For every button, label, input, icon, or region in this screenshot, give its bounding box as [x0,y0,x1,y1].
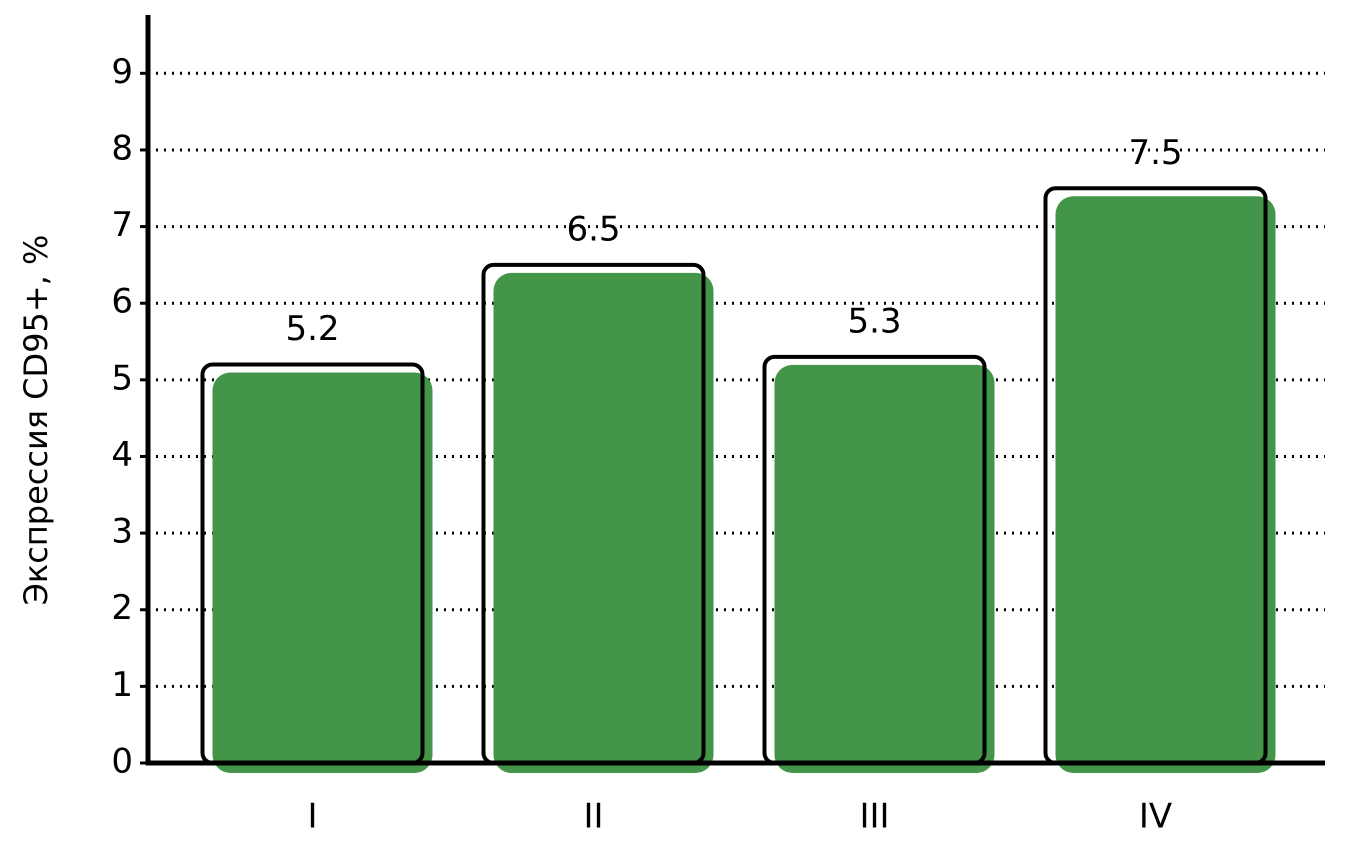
value-label: 6.5 [566,209,620,249]
y-tick-label: 5 [111,358,133,398]
x-tick-label: I [307,797,317,837]
x-tick-label: II [583,797,603,837]
y-tick-label: 7 [111,205,133,245]
y-tick-label: 2 [111,588,133,628]
bar [493,272,714,773]
y-tick-label: 3 [111,512,133,552]
y-axis-label: Экспрессия CD95+, % [17,235,55,606]
bar [774,364,995,773]
x-tick-label: III [859,797,889,837]
value-label: 5.3 [847,301,901,341]
y-tick-label: 1 [111,665,133,705]
bar [1055,196,1276,773]
value-label: 7.5 [1128,133,1182,173]
y-tick-label: 9 [111,52,133,92]
y-tick-label: 8 [111,128,133,168]
y-tick-label: 4 [111,435,133,475]
y-tick-label: 0 [111,742,133,782]
bar [212,372,433,773]
y-tick-label: 6 [111,282,133,322]
value-label: 5.2 [285,309,339,349]
x-tick-label: IV [1139,797,1172,837]
